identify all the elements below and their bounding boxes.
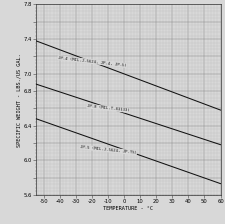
Text: JP-5 (MIL-J-5624, JP-TS): JP-5 (MIL-J-5624, JP-TS): [80, 145, 137, 155]
Text: JP-4 (MIL-J-5624, JP-4, JP-5): JP-4 (MIL-J-5624, JP-4, JP-5): [58, 56, 127, 67]
X-axis label: TEMPERATURE - °C: TEMPERATURE - °C: [103, 206, 153, 211]
Y-axis label: SPECIFIC WEIGHT - LBS./US GAL.: SPECIFIC WEIGHT - LBS./US GAL.: [16, 53, 21, 146]
Text: JP-8 (MIL-T-83133): JP-8 (MIL-T-83133): [87, 104, 130, 112]
